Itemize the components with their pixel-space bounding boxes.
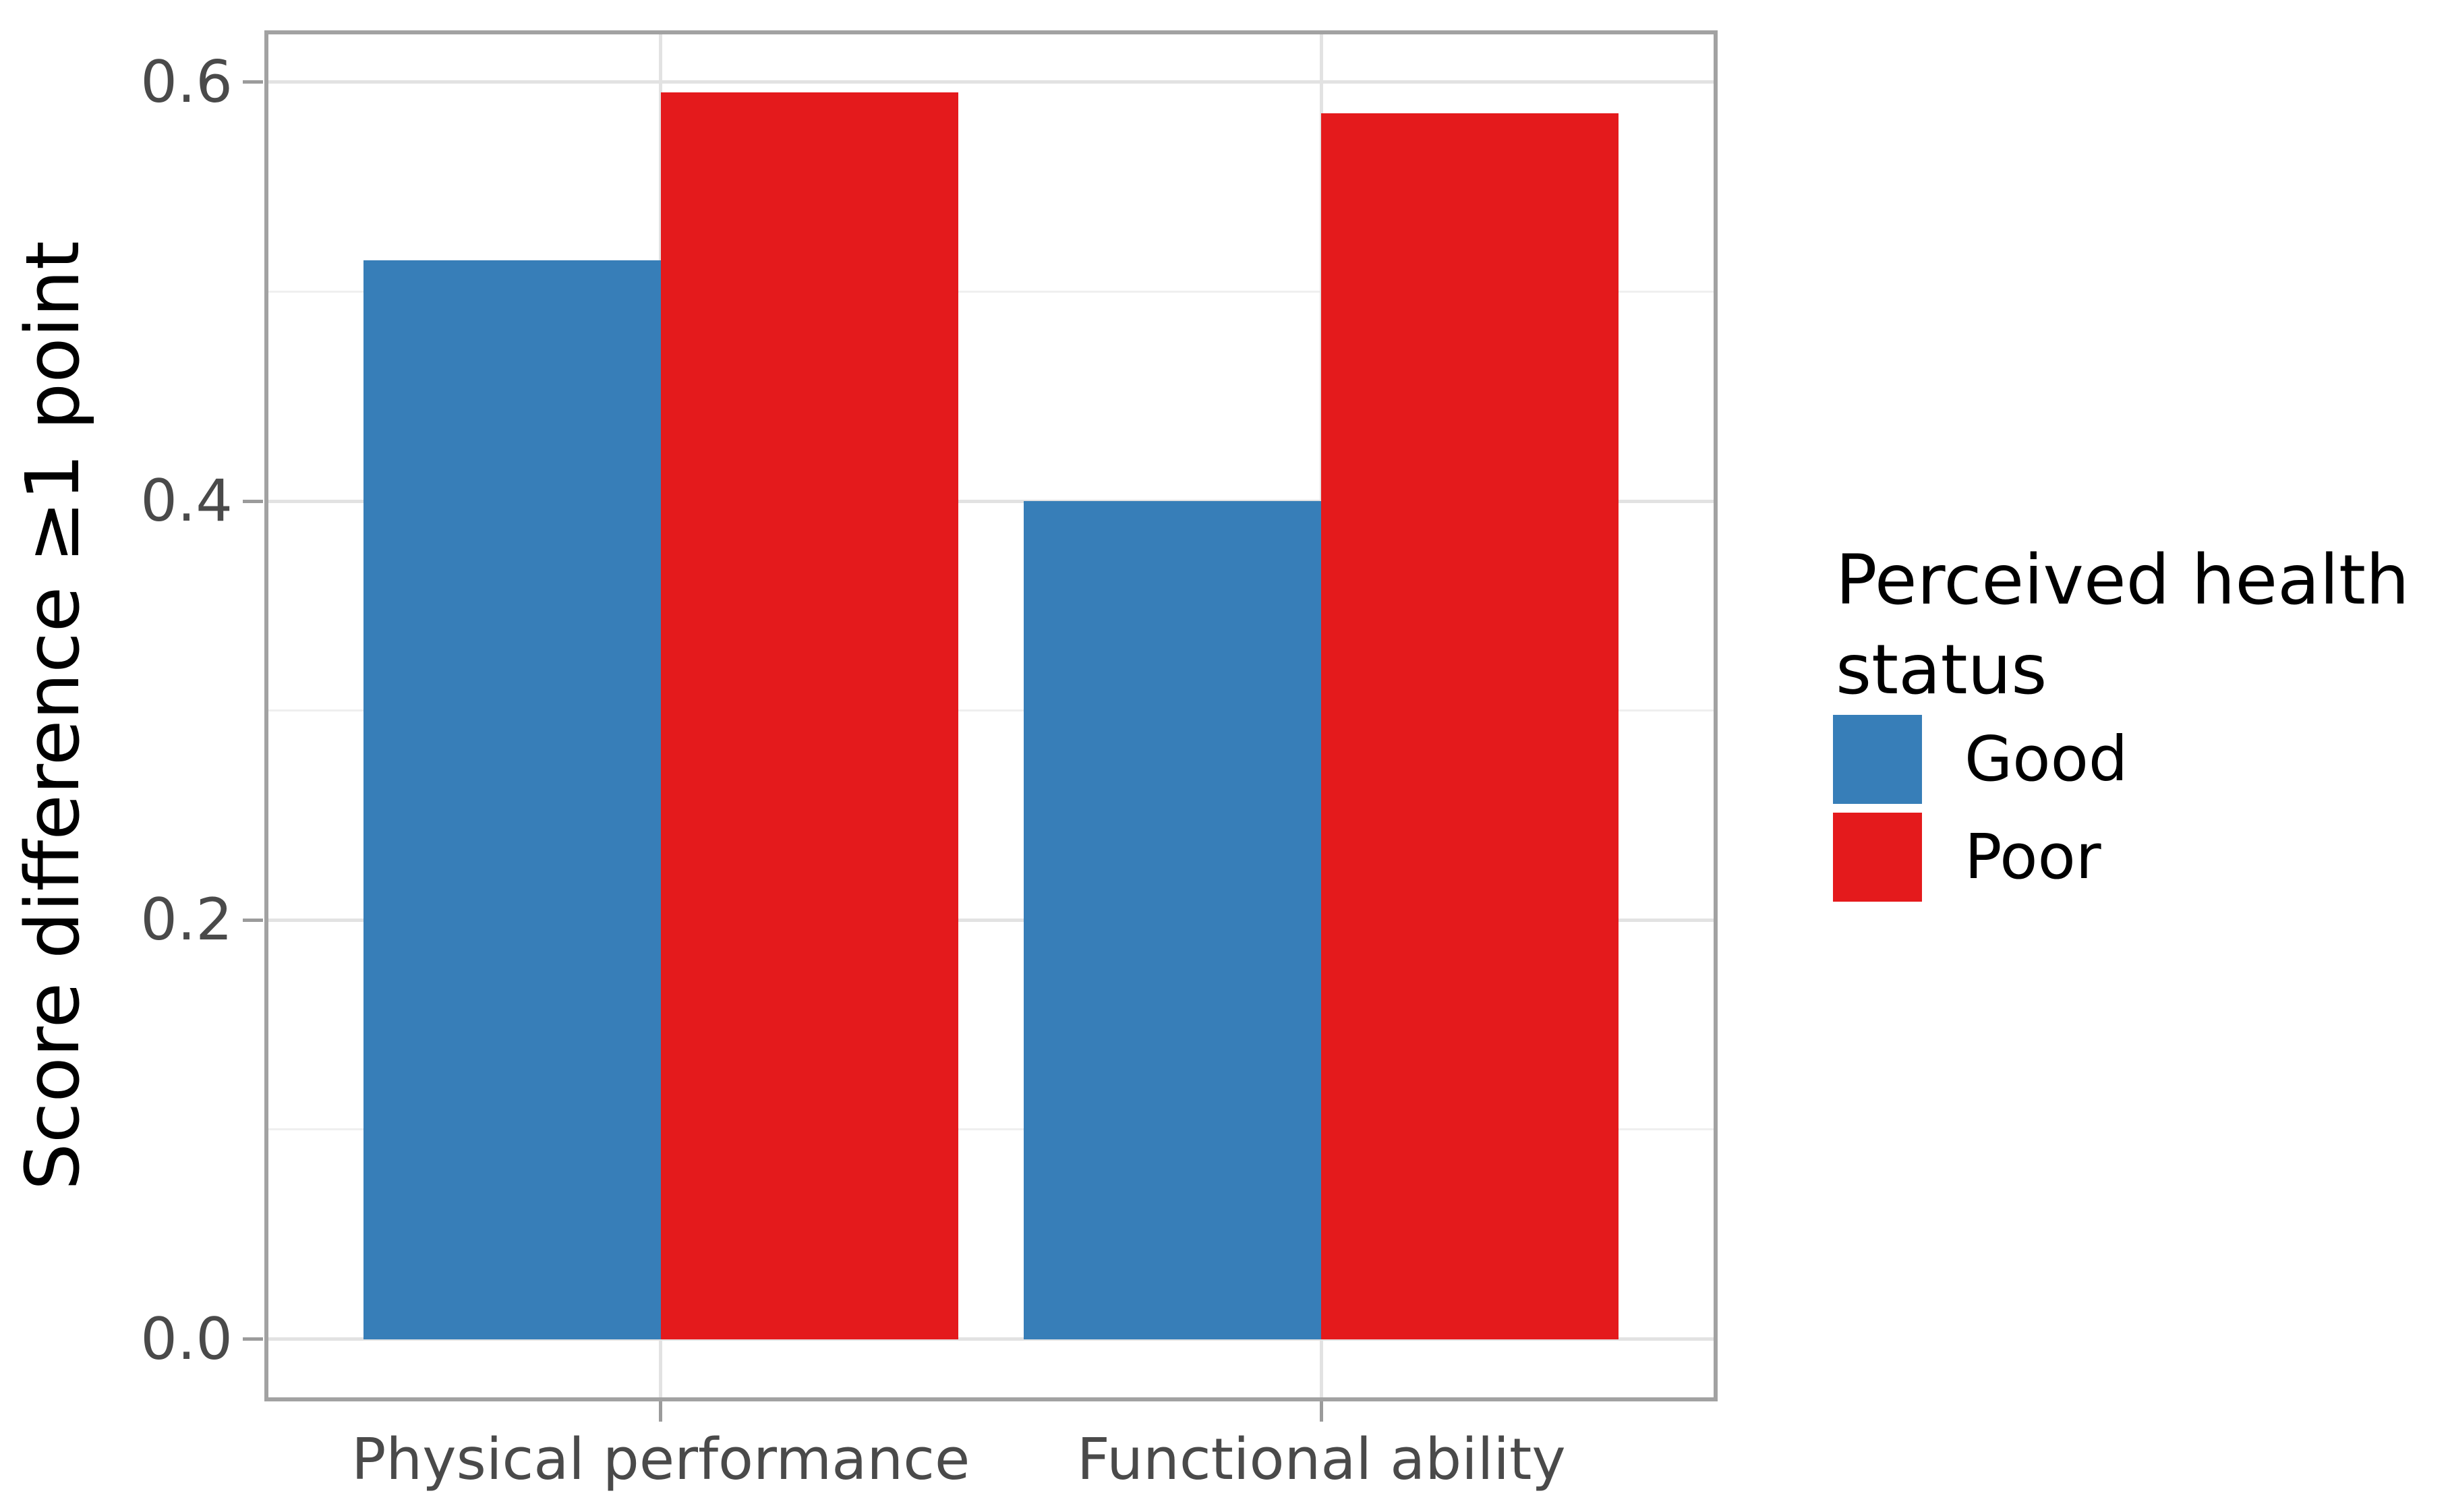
y-tick-mark [243, 1337, 263, 1341]
y-tick-label: 0.6 [140, 48, 233, 116]
x-tick-mark [1319, 1401, 1323, 1422]
major-gridline [264, 918, 1718, 922]
y-tick-mark [243, 499, 263, 503]
legend-entries: Good Poor [1833, 715, 2448, 902]
legend-title: Perceived health status [1836, 540, 2410, 710]
bar-poor-2 [1321, 113, 1619, 1339]
minor-gridline [264, 290, 1718, 293]
bar-poor-1 [660, 92, 958, 1339]
y-tick-label: 0.2 [140, 886, 233, 954]
legend-key-good [1833, 715, 1922, 805]
y-tick-label: 0.0 [140, 1305, 233, 1373]
bar-good-2 [1024, 501, 1322, 1339]
plot-panel [264, 30, 1718, 1401]
legend-key-poor [1833, 813, 1922, 902]
major-gridline [264, 80, 1718, 84]
minor-gridline [264, 1128, 1718, 1131]
legend-entry-poor: Poor [1833, 813, 2448, 902]
x-tick-mark [659, 1401, 663, 1422]
major-gridline [264, 1337, 1718, 1341]
y-tick-mark [243, 80, 263, 84]
y-tick-mark [243, 918, 263, 922]
legend-entry-good: Good [1833, 715, 2448, 805]
y-tick-label: 0.4 [140, 467, 233, 535]
bar-good-1 [363, 260, 661, 1339]
legend-label: Good [1964, 723, 2128, 796]
x-tick-label: Functional ability [1076, 1426, 1566, 1493]
legend: Perceived health status Good Poor [1833, 536, 2448, 910]
legend-label: Poor [1964, 821, 2101, 894]
x-tick-label: Physical performance [351, 1426, 970, 1493]
minor-gridline [264, 709, 1718, 712]
major-gridline [264, 499, 1718, 503]
y-axis-title: Score difference ≥1 point [9, 241, 96, 1190]
